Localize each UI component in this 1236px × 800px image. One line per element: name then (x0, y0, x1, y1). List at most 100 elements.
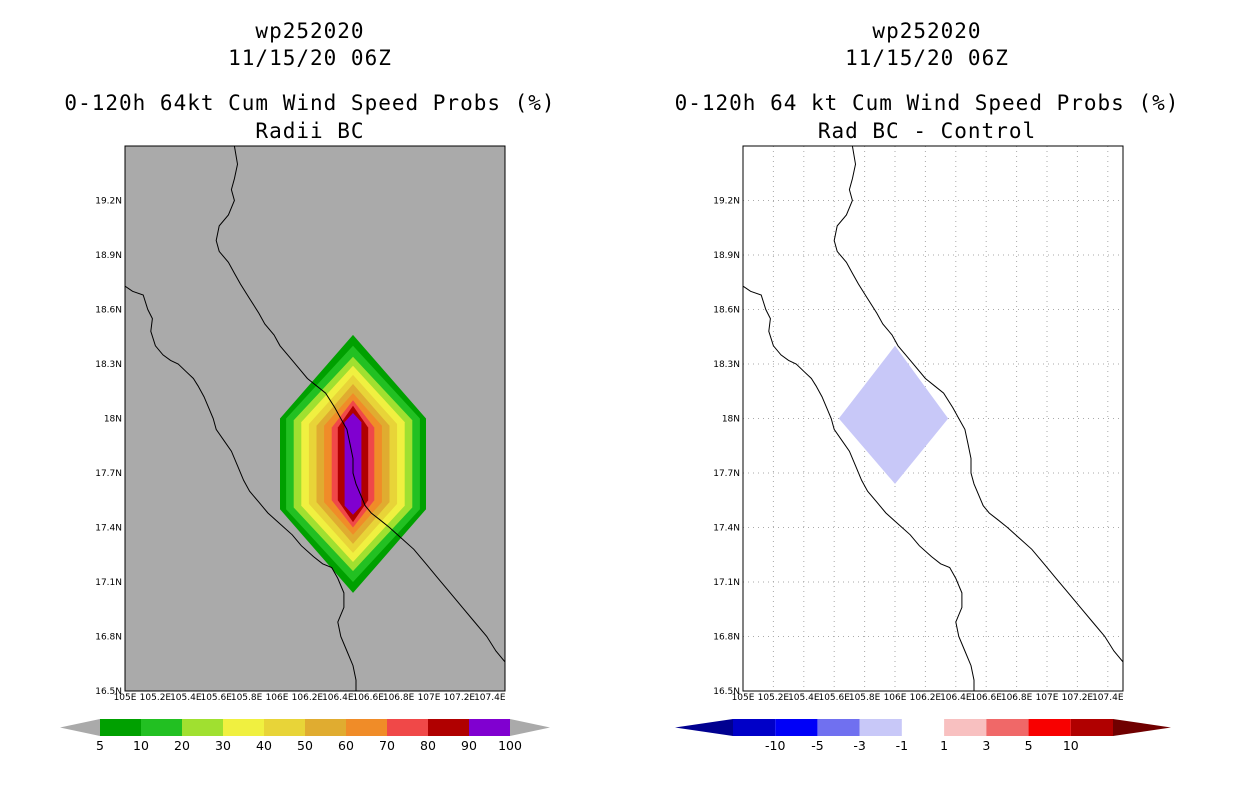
right-storm-id: wp252020 (872, 19, 982, 43)
left-x-tick-label: 105.6E (200, 693, 232, 703)
left-y-tick-label: 17.1N (95, 578, 122, 588)
right-colorbar-swatch (775, 719, 818, 736)
left-y-tick-label: 17.4N (95, 524, 122, 534)
left-x-tick-label: 105.8E (231, 693, 263, 703)
left-y-tick-label: 18.3N (95, 360, 122, 370)
left-datetime: 11/15/20 06Z (228, 46, 392, 70)
left-colorbar-swatch (141, 719, 182, 736)
right-y-tick-label: 17.7N (713, 469, 740, 479)
right-x-tick-label: 106.4E (940, 693, 972, 703)
right-colorbar-label: 1 (940, 738, 948, 753)
right-x-tick-label: 105E (732, 693, 755, 703)
right-colorbar-swatch (1028, 719, 1071, 736)
left-x-tick-label: 106E (266, 693, 289, 703)
right-coastline (833, 146, 1123, 663)
left-colorbar-swatch (182, 719, 223, 736)
left-colorbar-label: 100 (498, 738, 522, 753)
left-colorbar-label: 30 (215, 738, 231, 753)
right-x-tick-label: 105.4E (788, 693, 820, 703)
left-chart-title: 0-120h 64kt Cum Wind Speed Probs (%) (64, 91, 556, 115)
right-chart-title: 0-120h 64 kt Cum Wind Speed Probs (%) (674, 91, 1180, 115)
right-colorbar-label: -1 (896, 738, 908, 753)
right-x-tick-label: 107E (1036, 693, 1059, 703)
right-colorbar-label: 10 (1063, 738, 1079, 753)
left-x-tick-label: 107E (418, 693, 441, 703)
right-colorbar-swatch (944, 719, 987, 736)
left-colorbar-swatch (223, 719, 264, 736)
left-colorbar-end-high (510, 719, 550, 736)
right-colorbar-label: 5 (1025, 738, 1033, 753)
left-y-tick-label: 18.6N (95, 306, 122, 316)
right-x-tick-label: 106E (884, 693, 907, 703)
right-chart-subtitle: Rad BC - Control (817, 119, 1037, 143)
left-x-tick-label: 106.6E (352, 693, 384, 703)
right-x-tick-label: 106.8E (1001, 693, 1033, 703)
left-x-tick-label: 107.4E (474, 693, 506, 703)
left-y-tick-label: 16.5N (95, 687, 122, 697)
right-x-tick-label: 105.8E (849, 693, 881, 703)
left-colorbar-label: 5 (96, 738, 104, 753)
right-plot-frame (742, 145, 1124, 692)
left-plot-frame (124, 145, 506, 692)
right-x-tick-label: 107.2E (1062, 693, 1094, 703)
right-x-tick-label: 105.2E (758, 693, 790, 703)
left-colorbar-swatch (346, 719, 387, 736)
left-coastline (215, 146, 505, 663)
right-colorbar-label: -3 (853, 738, 865, 753)
left-plot-area (125, 146, 505, 691)
left-y-tick-label: 19.2N (95, 197, 122, 207)
left-colorbar-label: 10 (133, 738, 149, 753)
right-datetime: 11/15/20 06Z (845, 46, 1009, 70)
left-y-tick-label: 16.8N (95, 633, 122, 643)
left-coastline (125, 285, 357, 691)
right-y-tick-label: 19.2N (713, 197, 740, 207)
right-y-tick-label: 17.1N (713, 578, 740, 588)
right-coastline (743, 285, 975, 691)
left-colorbar-swatch (100, 719, 141, 736)
left-colorbar-swatch (305, 719, 346, 736)
left-x-tick-label: 105.2E (140, 693, 172, 703)
right-colorbar-end-high (1113, 719, 1171, 736)
left-x-tick-label: 106.2E (292, 693, 324, 703)
left-colorbar-swatch (428, 719, 469, 736)
right-colorbar-label: -5 (811, 738, 823, 753)
left-colorbar-label: 50 (297, 738, 313, 753)
right-x-tick-label: 107.4E (1092, 693, 1124, 703)
left-colorbar-label: 70 (379, 738, 395, 753)
left-x-tick-label: 106.8E (383, 693, 415, 703)
right-x-tick-label: 105.6E (818, 693, 850, 703)
left-x-tick-label: 105.4E (170, 693, 202, 703)
right-colorbar-swatch (901, 719, 945, 736)
right-plot-area (743, 146, 1123, 691)
right-y-tick-label: 18.9N (713, 251, 740, 261)
right-y-tick-label: 18.6N (713, 306, 740, 316)
right-y-tick-label: 17.4N (713, 524, 740, 534)
right-y-tick-label: 18N (722, 415, 740, 425)
right-diff-region (838, 345, 949, 484)
left-colorbar-label: 40 (256, 738, 272, 753)
right-colorbar-end-low (675, 719, 733, 736)
left-colorbar-swatch (387, 719, 428, 736)
left-x-tick-label: 107.2E (444, 693, 476, 703)
left-chart-subtitle: Radii BC (255, 119, 365, 143)
left-x-tick-label: 106.4E (322, 693, 354, 703)
right-y-tick-label: 16.5N (713, 687, 740, 697)
right-colorbar-swatch (733, 719, 776, 736)
left-colorbar-label: 90 (461, 738, 477, 753)
right-y-tick-label: 18.3N (713, 360, 740, 370)
right-colorbar-swatch (859, 719, 902, 736)
right-colorbar-label: 3 (982, 738, 990, 753)
right-y-tick-label: 16.8N (713, 633, 740, 643)
left-colorbar-label: 60 (338, 738, 354, 753)
left-colorbar-end-low (60, 719, 100, 736)
left-colorbar-swatch (469, 719, 510, 736)
right-colorbar-swatch (986, 719, 1029, 736)
right-colorbar-swatch (1070, 719, 1113, 736)
left-y-tick-label: 18N (104, 415, 122, 425)
left-storm-id: wp252020 (255, 19, 365, 43)
left-y-tick-label: 17.7N (95, 469, 122, 479)
left-x-tick-label: 105E (114, 693, 137, 703)
right-x-tick-label: 106.6E (970, 693, 1002, 703)
right-x-tick-label: 106.2E (910, 693, 942, 703)
